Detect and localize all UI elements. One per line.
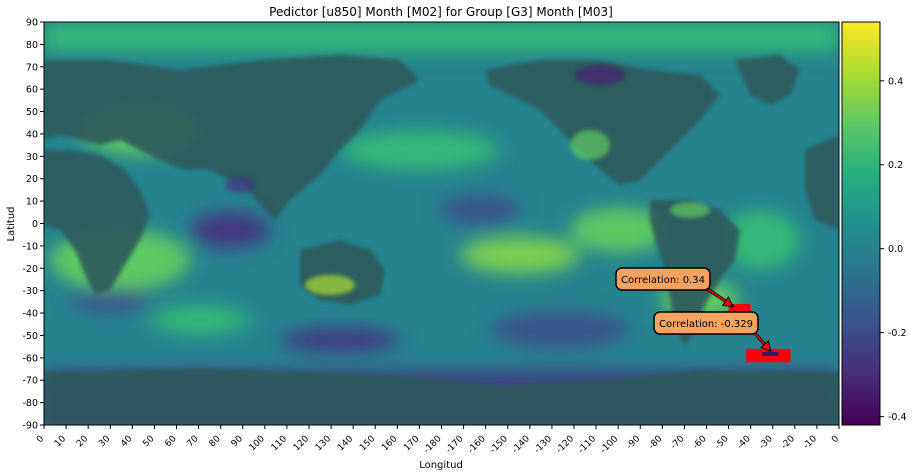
y-tick-label: 0 [32, 219, 38, 230]
heatmap-map [44, 22, 839, 425]
x-tick-label: 110 [270, 434, 289, 453]
x-tick-label: 20 [75, 434, 90, 449]
colorbar-tick-label: 0.0 [888, 244, 903, 255]
land-mask [44, 55, 839, 425]
y-axis-label: Latitud [6, 206, 17, 241]
annotation-label: Correlation: -0.329 [659, 319, 753, 330]
y-axis-ticks: 90 80 70 60 50 40 30 20 10 0 -10 -20 -30 -40 -50 -60 -70… [22, 18, 44, 432]
x-tick-label: -10 [802, 434, 820, 452]
x-tick-label: -100 [599, 434, 621, 456]
y-tick-label: 50 [26, 107, 38, 118]
x-tick-label: 130 [314, 434, 333, 453]
x-tick-label: -50 [713, 434, 731, 452]
x-tick-label: -40 [735, 434, 753, 452]
x-tick-label: 160 [380, 434, 399, 453]
x-tick-label: 150 [358, 434, 377, 453]
y-tick-label: -90 [22, 421, 38, 432]
y-tick-label: -30 [22, 286, 38, 297]
chart-title: Pedictor [u850] Month [M02] for Group [G… [269, 5, 613, 19]
y-tick-label: 60 [26, 85, 38, 96]
x-axis-label: Longitud [419, 460, 463, 471]
x-tick-label: -120 [555, 434, 577, 456]
colorbar-tick-label: 0.4 [888, 76, 903, 87]
annotation-box [615, 267, 711, 291]
y-tick-label: 90 [26, 18, 38, 29]
x-tick-label: 50 [141, 434, 156, 449]
colorbar-tick-label: -0.4 [888, 412, 907, 423]
x-tick-label: 0 [35, 434, 46, 445]
annotation: Correlation: 0.34 [615, 267, 734, 308]
y-tick-label: 10 [26, 197, 38, 208]
x-tick-label: 120 [292, 434, 311, 453]
x-tick-label: -140 [510, 434, 532, 456]
x-tick-label: -170 [444, 434, 466, 456]
y-tick-label: 30 [26, 152, 38, 163]
y-tick-label: 20 [26, 174, 38, 185]
colorbar-gradient [841, 21, 881, 426]
colorbar: 0.4 0.2 0.0 -0.2 -0.4 [841, 21, 907, 426]
y-tick-label: 80 [26, 40, 38, 51]
x-tick-label: -160 [466, 434, 488, 456]
y-tick-label: -60 [22, 353, 38, 364]
y-tick-label: -10 [22, 241, 38, 252]
x-tick-label: 40 [119, 434, 134, 449]
x-tick-label: -110 [577, 434, 599, 456]
annotation-arrowhead [759, 340, 772, 352]
colorbar-tick-label: 0.2 [888, 160, 903, 171]
x-tick-label: 60 [163, 434, 178, 449]
y-tick-label: -50 [22, 331, 38, 342]
land-highlights [225, 65, 710, 295]
x-tick-label: -60 [691, 434, 709, 452]
x-tick-label: -130 [533, 434, 555, 456]
x-tick-label: 140 [336, 434, 355, 453]
colorbar-ticks: 0.4 0.2 0.0 -0.2 -0.4 [880, 76, 907, 423]
y-tick-label: -20 [22, 264, 38, 275]
x-tick-label: -180 [422, 434, 444, 456]
x-tick-label: 170 [402, 434, 421, 453]
x-tick-label: -30 [757, 434, 775, 452]
x-axis-ticks: 0 10 20 30 40 50 60 70 80 90 100 110 120 130 140 150 160… [35, 425, 841, 456]
annotation-box [653, 311, 759, 335]
y-tick-label: -80 [22, 398, 38, 409]
annotation: Correlation: -0.329 [653, 311, 772, 353]
x-tick-label: 90 [230, 434, 245, 449]
y-tick-label: 70 [26, 62, 38, 73]
y-tick-label: 40 [26, 129, 38, 140]
x-tick-label: 0 [830, 434, 841, 445]
x-tick-label: -150 [488, 434, 510, 456]
x-tick-label: -20 [779, 434, 797, 452]
highlight-region-core [762, 351, 779, 356]
x-tick-label: 70 [186, 434, 201, 449]
x-tick-label: 80 [208, 434, 223, 449]
x-tick-label: -90 [625, 434, 643, 452]
y-tick-label: -40 [22, 309, 38, 320]
x-tick-label: 30 [97, 434, 112, 449]
x-tick-label: -70 [669, 434, 687, 452]
x-tick-label: 10 [53, 434, 68, 449]
y-tick-label: -70 [22, 376, 38, 387]
annotations: Correlation: 0.34 Correlation: -0.329 [615, 267, 772, 353]
colorbar-tick-label: -0.2 [888, 328, 907, 339]
annotation-label: Correlation: 0.34 [621, 275, 705, 286]
annotation-arrowhead [721, 296, 734, 307]
x-tick-label: 100 [248, 434, 267, 453]
x-tick-label: -80 [647, 434, 665, 452]
